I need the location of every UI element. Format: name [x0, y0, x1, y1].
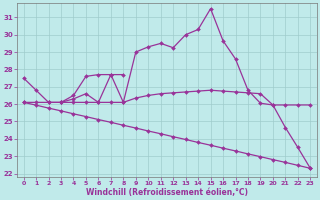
X-axis label: Windchill (Refroidissement éolien,°C): Windchill (Refroidissement éolien,°C) [86, 188, 248, 197]
